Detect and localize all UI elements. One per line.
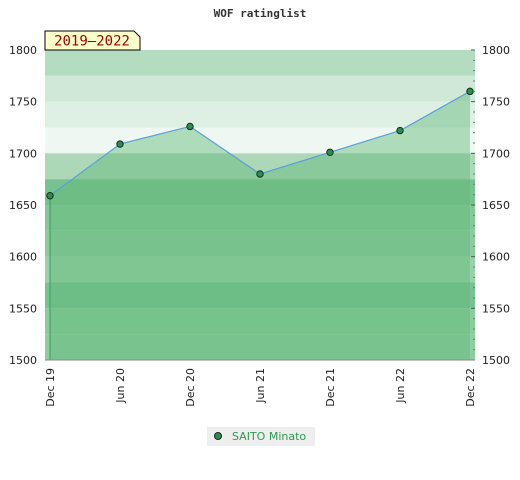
data-point[interactable] [326,148,334,157]
background-band [45,101,475,128]
legend-box [207,427,315,446]
x-tick-label: Dec 19 [44,368,57,407]
data-point[interactable] [396,126,404,135]
x-tick-label: Jun 21 [254,368,267,404]
data-point[interactable] [256,170,264,178]
background-band [45,50,475,76]
y-tick-label-right: 1600 [482,251,510,264]
background-band [45,282,475,309]
series-lines [46,87,474,360]
x-tick-label: Dec 20 [184,368,197,407]
x-tick-label: Jun 20 [114,368,127,404]
y-tick-label-left: 1700 [9,147,37,160]
y-tick-label-left: 1500 [9,354,37,367]
background-band [45,334,475,360]
data-point[interactable] [116,140,124,148]
x-tick-label: Dec 22 [464,368,477,407]
period-label: 2019–2022 [54,34,130,50]
area-fill [50,91,470,360]
y-tick-label-left: 1600 [9,251,37,264]
period-badge: 2019–2022 [44,30,141,51]
background-band [45,308,475,335]
data-point[interactable] [466,87,474,96]
y-tick-label-right: 1550 [482,302,510,315]
legend-label: SAITO Minato [232,430,306,443]
y-tick-label-right: 1500 [482,354,510,367]
background-band [45,75,475,102]
y-tick-label-left: 1550 [9,302,37,315]
y-tick-label-right: 1800 [482,44,510,57]
data-point[interactable] [186,122,194,131]
y-tick-label-right: 1750 [482,96,510,109]
background-band [45,179,475,205]
y-tick-label-left: 1650 [9,199,37,212]
series-area [50,91,470,360]
legend[interactable]: SAITO Minato [207,427,315,446]
data-point[interactable] [46,192,54,200]
background-band [45,205,475,231]
y-tick-label-left: 1750 [9,96,37,109]
x-tick-label: Dec 21 [324,368,337,407]
legend-marker [214,432,222,440]
y-tick-label-right: 1650 [482,199,510,212]
axes: 1500 1500 1550 1550 1600 1600 1650 1650 1700 1700… [9,44,510,407]
y-tick-label-left: 1800 [9,44,37,57]
background-band [45,256,475,283]
x-tick-label: Jun 22 [394,368,407,404]
chart-title: WOF ratinglist [214,7,307,20]
background-band [45,230,475,257]
y-tick-label-right: 1700 [482,147,510,160]
